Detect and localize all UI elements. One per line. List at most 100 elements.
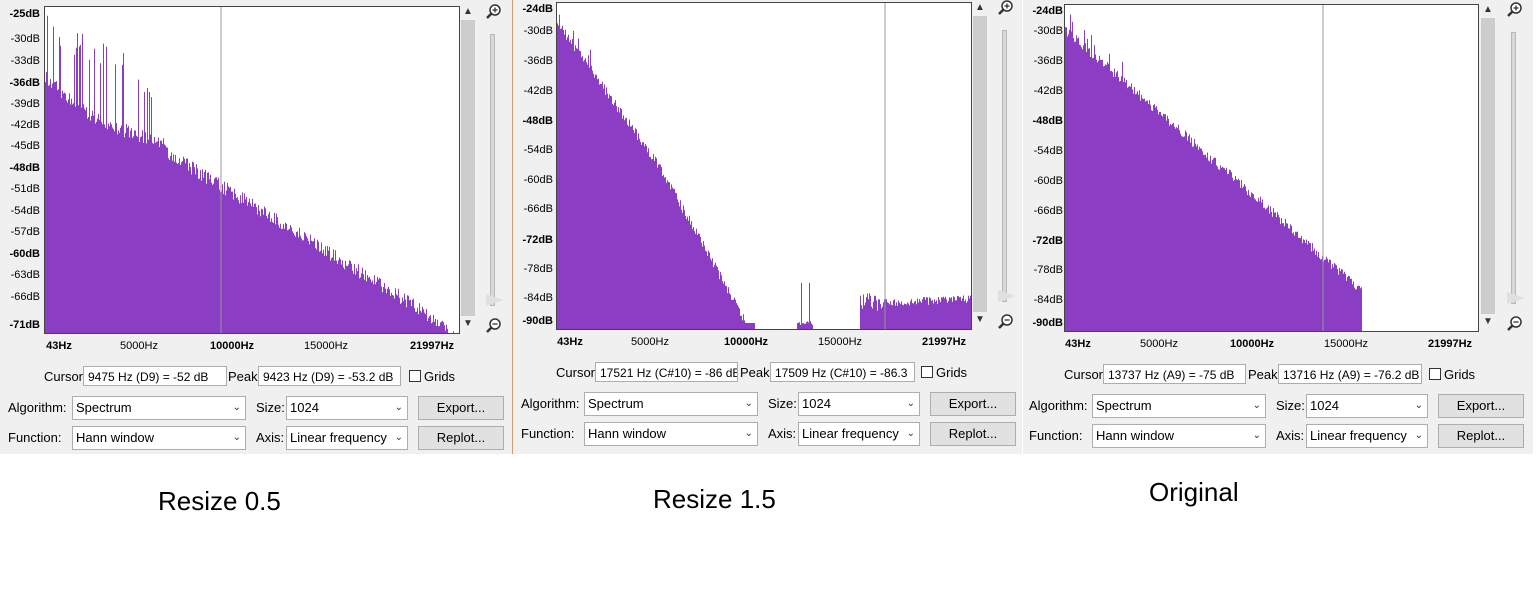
peak-readout: 9423 Hz (D9) = -53.2 dB: [258, 366, 401, 386]
grids-checkbox[interactable]: [1429, 368, 1441, 380]
algorithm-value: Spectrum: [588, 396, 644, 411]
axis-label: Axis:: [256, 430, 285, 445]
function-select[interactable]: Hann window ⌄: [584, 422, 758, 446]
spectrum-plot[interactable]: [1064, 4, 1479, 332]
x-tick-label: 10000Hz: [723, 336, 769, 348]
grids-label: Grids: [936, 365, 968, 380]
algorithm-select[interactable]: Spectrum ⌄: [72, 396, 246, 420]
y-tick-label: -25dB: [9, 8, 40, 20]
axis-label: Axis:: [768, 426, 797, 441]
algorithm-label: Algorithm:: [1029, 398, 1088, 413]
zoom-slider-thumb[interactable]: [998, 290, 1016, 302]
grids-checkbox[interactable]: [409, 370, 421, 382]
y-tick-label: -90dB: [1032, 317, 1063, 329]
spectrum-area: [1065, 14, 1478, 331]
x-tick-label: 10000Hz: [1229, 338, 1275, 350]
size-label: Size:: [768, 396, 797, 411]
y-tick-label: -30dB: [1033, 25, 1063, 37]
size-select[interactable]: 1024 ⌄: [1306, 394, 1428, 418]
zoom-in-icon[interactable]: [998, 0, 1014, 16]
zoom-out-icon[interactable]: [998, 314, 1014, 330]
axis-select[interactable]: Linear frequency ⌄: [1306, 424, 1428, 448]
zoom-slider-thumb[interactable]: [1507, 292, 1525, 304]
y-tick-label: -71dB: [9, 319, 40, 331]
x-tick-label: 15000Hz: [1323, 338, 1369, 350]
chevron-down-icon: ⌄: [1414, 430, 1423, 441]
scroll-up-arrow[interactable]: ▲: [1483, 4, 1493, 15]
y-tick-label: -90dB: [522, 315, 553, 327]
scroll-up-arrow[interactable]: ▲: [463, 6, 473, 17]
axis-select[interactable]: Linear frequency ⌄: [798, 422, 920, 446]
chevron-down-icon: ⌄: [232, 432, 241, 443]
replot-button[interactable]: Replot...: [1438, 424, 1524, 448]
y-tick-label: -60dB: [523, 174, 553, 186]
function-select[interactable]: Hann window ⌄: [1092, 424, 1266, 448]
zoom-slider-track[interactable]: [1511, 32, 1516, 304]
y-tick-label: -72dB: [522, 234, 553, 246]
chevron-down-icon: ⌄: [1252, 430, 1261, 441]
scroll-down-arrow[interactable]: ▼: [1483, 316, 1493, 327]
function-value: Hann window: [76, 430, 155, 445]
y-tick-label: -39dB: [10, 98, 40, 110]
zoom-in-icon[interactable]: [1507, 2, 1523, 18]
grids-checkbox[interactable]: [921, 366, 933, 378]
chevron-down-icon: ⌄: [1414, 400, 1423, 411]
function-value: Hann window: [1096, 428, 1175, 443]
zoom-out-icon[interactable]: [486, 318, 502, 334]
scroll-down-arrow[interactable]: ▼: [975, 314, 985, 325]
export-button[interactable]: Export...: [930, 392, 1016, 416]
function-label: Function:: [1029, 428, 1083, 443]
algorithm-select[interactable]: Spectrum ⌄: [1092, 394, 1266, 418]
spectrum-plot[interactable]: [556, 2, 972, 330]
algorithm-select[interactable]: Spectrum ⌄: [584, 392, 758, 416]
vertical-scrollbar[interactable]: [461, 20, 475, 316]
zoom-slider-track[interactable]: [490, 34, 495, 306]
cursor-readout: 9475 Hz (D9) = -52 dB: [83, 366, 227, 386]
spectrum-window-resize-0-5: -25dB -30dB -33dB -36dB -39dB -42dB -45dB -48dB…: [0, 0, 513, 454]
export-button[interactable]: Export...: [1438, 394, 1524, 418]
grids-label: Grids: [424, 369, 456, 384]
y-tick-label: -57dB: [10, 226, 40, 238]
axis-select[interactable]: Linear frequency ⌄: [286, 426, 408, 450]
size-select[interactable]: 1024 ⌄: [798, 392, 920, 416]
y-tick-label: -45dB: [10, 140, 40, 152]
cursor-readout: 13737 Hz (A9) = -75 dB: [1103, 364, 1246, 384]
size-value: 1024: [1310, 398, 1339, 413]
y-tick-label: -63dB: [10, 269, 40, 281]
y-tick-label: -84dB: [1033, 294, 1063, 306]
replot-button[interactable]: Replot...: [418, 426, 504, 450]
spectrum-plot[interactable]: [44, 6, 460, 334]
cursor-label: Cursor:: [556, 365, 599, 380]
zoom-in-icon[interactable]: [486, 4, 502, 20]
vertical-scrollbar[interactable]: [973, 16, 987, 312]
chevron-down-icon: ⌄: [906, 428, 915, 439]
peak-readout: 13716 Hz (A9) = -76.2 dB: [1278, 364, 1422, 384]
x-tick-label: 15000Hz: [303, 340, 349, 352]
x-tick-label: 5000Hz: [1140, 338, 1178, 350]
size-select[interactable]: 1024 ⌄: [286, 396, 408, 420]
size-value: 1024: [802, 396, 831, 411]
vertical-scrollbar[interactable]: [1481, 18, 1495, 314]
peak-label: Peak:: [740, 365, 774, 380]
export-button[interactable]: Export...: [418, 396, 504, 420]
zoom-slider-thumb[interactable]: [486, 294, 504, 306]
scroll-down-arrow[interactable]: ▼: [463, 318, 473, 329]
function-select[interactable]: Hann window ⌄: [72, 426, 246, 450]
chevron-down-icon: ⌄: [744, 398, 753, 409]
y-tick-label: -72dB: [1032, 235, 1063, 247]
replot-button[interactable]: Replot...: [930, 422, 1016, 446]
y-tick-label: -30dB: [10, 33, 40, 45]
y-tick-label: -30dB: [523, 25, 553, 37]
axis-value: Linear frequency: [1310, 428, 1407, 443]
algorithm-label: Algorithm:: [8, 400, 67, 415]
y-tick-label: -54dB: [1033, 145, 1063, 157]
chevron-down-icon: ⌄: [1252, 400, 1261, 411]
chevron-down-icon: ⌄: [394, 432, 403, 443]
axis-label: Axis:: [1276, 428, 1305, 443]
y-tick-label: -42dB: [10, 119, 40, 131]
zoom-slider-track[interactable]: [1002, 30, 1007, 302]
y-tick-label: -36dB: [1033, 55, 1063, 67]
zoom-out-icon[interactable]: [1507, 316, 1523, 332]
algorithm-value: Spectrum: [76, 400, 132, 415]
scroll-up-arrow[interactable]: ▲: [975, 2, 985, 13]
